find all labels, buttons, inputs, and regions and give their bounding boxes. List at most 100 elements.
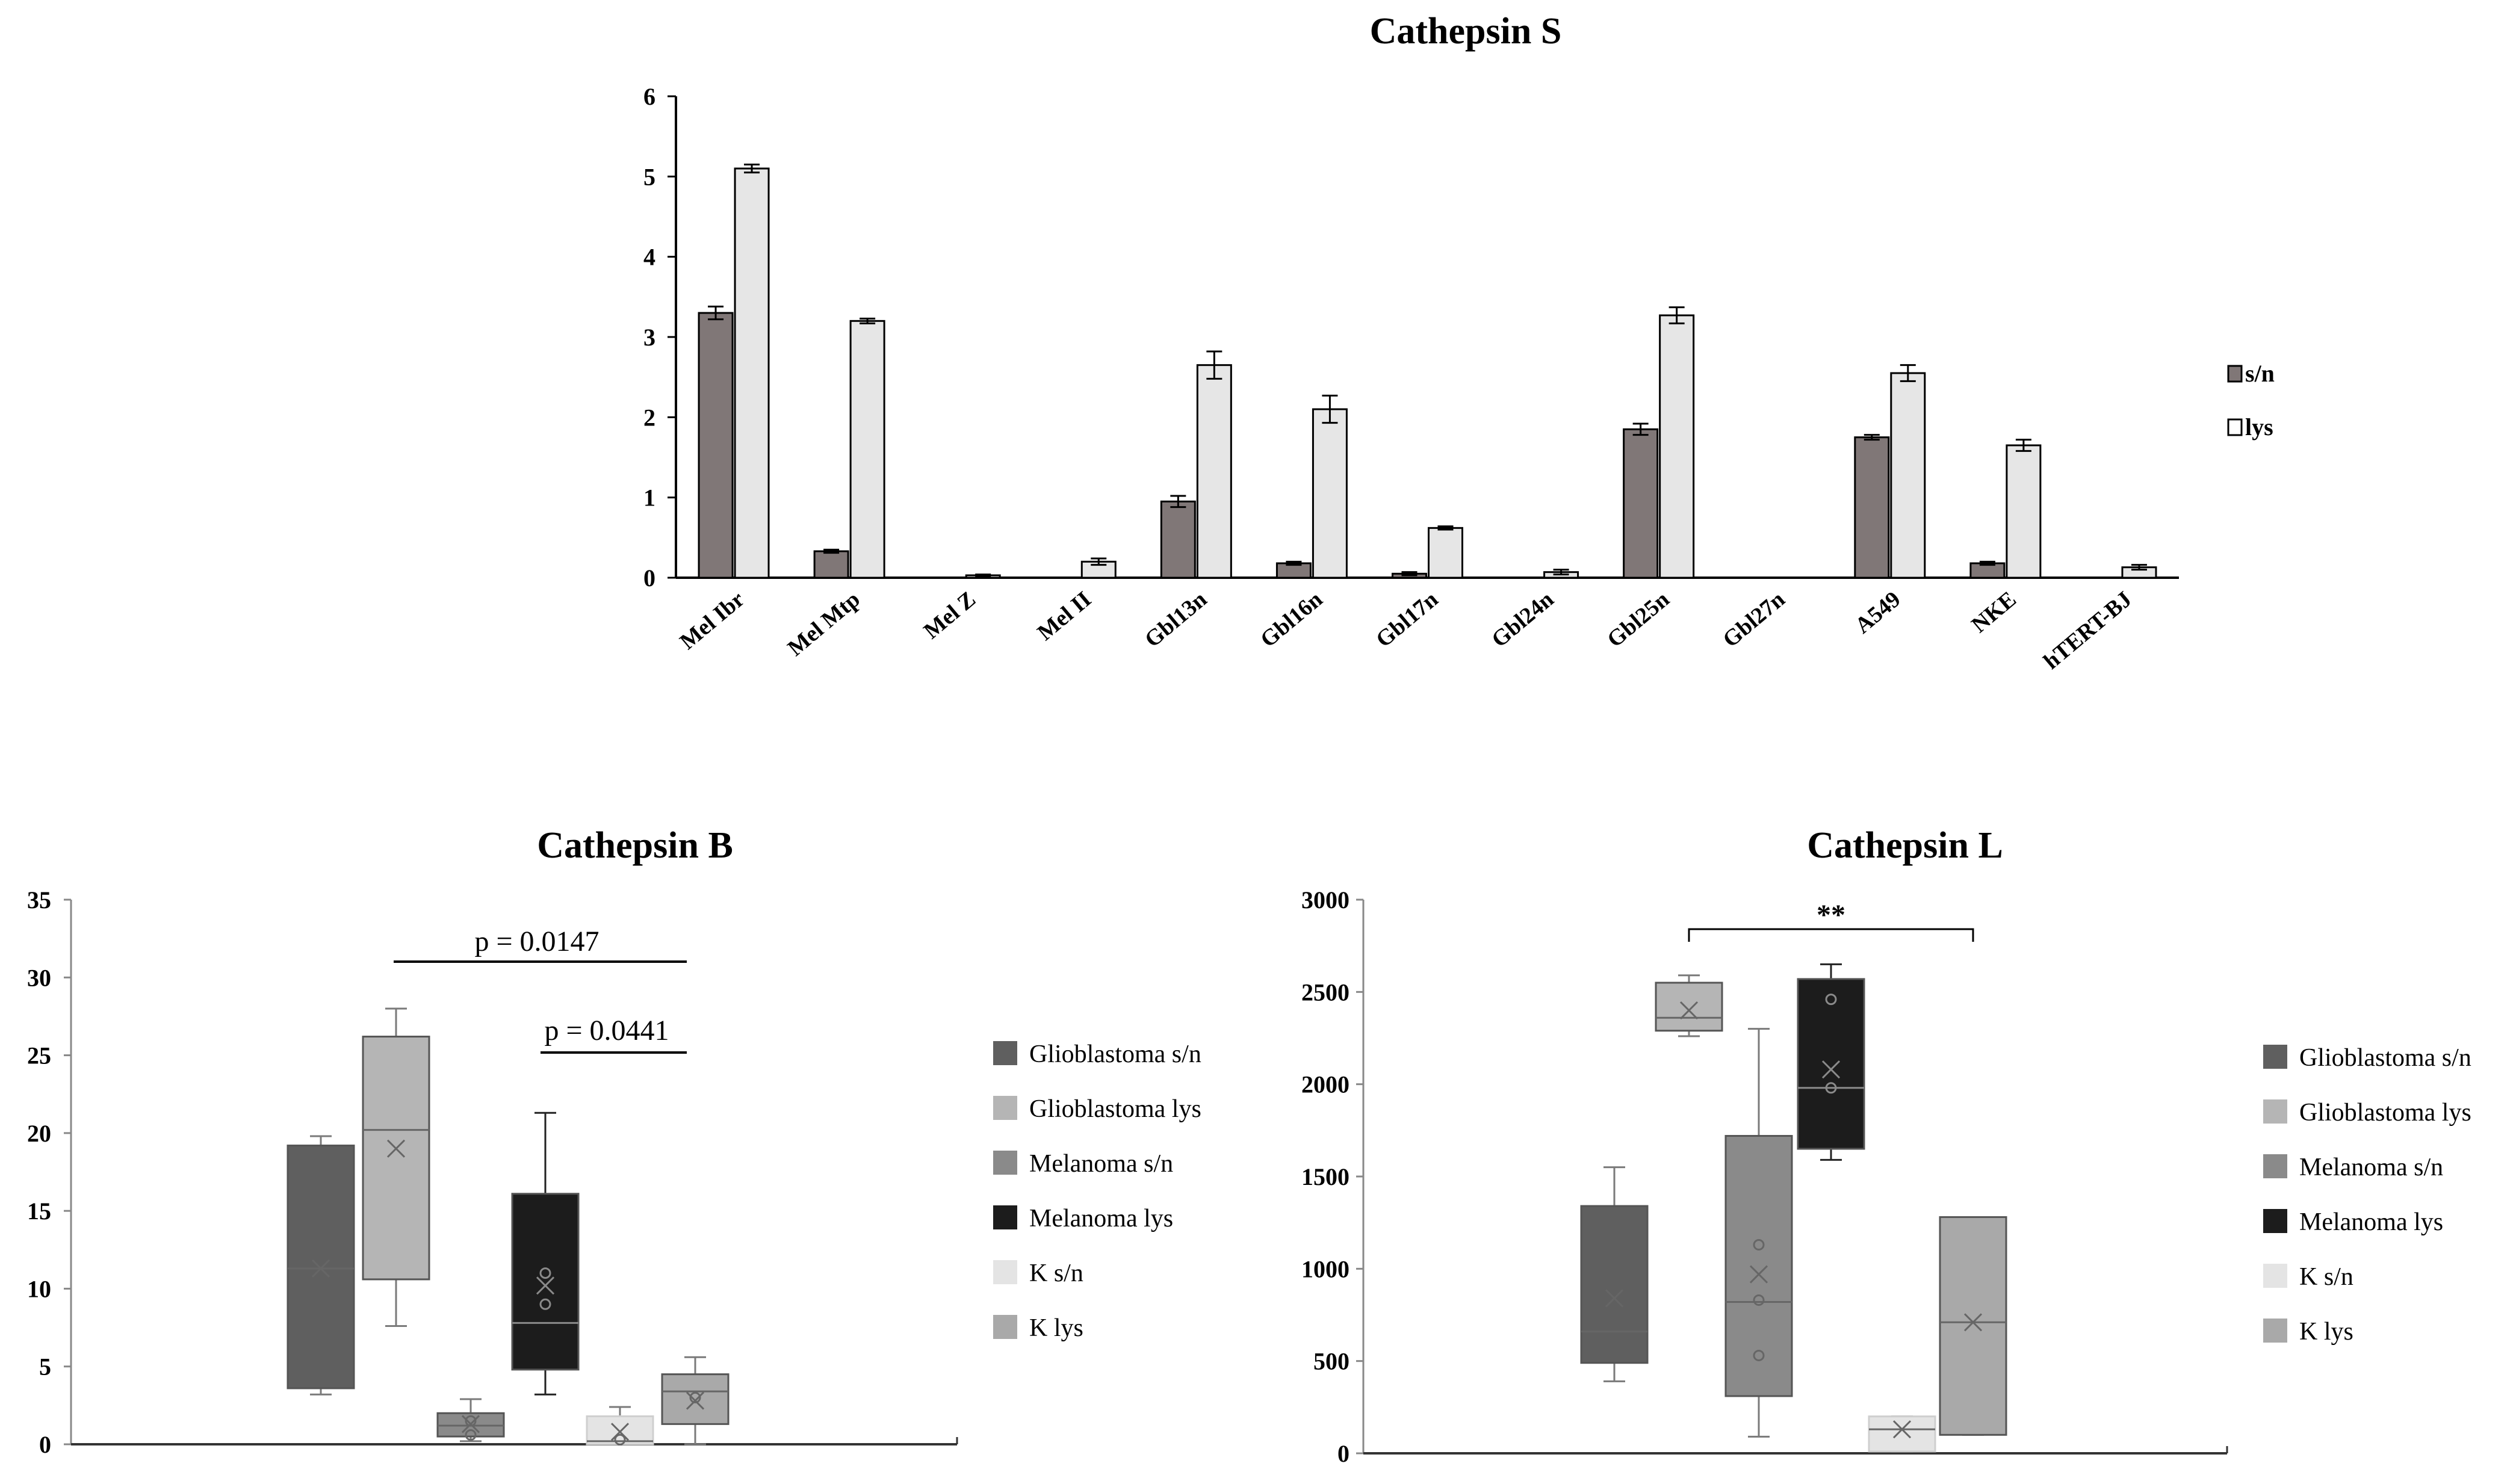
box-glioblastoma-lys	[1655, 982, 1723, 1032]
x-category-label: hTERT-BJ	[2039, 587, 2136, 675]
bar-lys-gbl16n	[1312, 408, 1348, 579]
box-melanoma-s-n	[1724, 1135, 1793, 1397]
significance-stars: **	[1817, 899, 1845, 931]
legend-swatch-melanoma-s-n	[993, 1151, 1017, 1175]
x-category-label: Mel Ibr	[675, 587, 749, 655]
mean-marker-glioblastoma-s-n	[311, 1259, 330, 1278]
data-point-k-lys	[689, 1391, 701, 1403]
p-value-label: p = 0.0147	[474, 926, 599, 957]
mean-marker-glioblastoma-lys	[386, 1139, 406, 1158]
y-tick-label: 2000	[1301, 1071, 1349, 1098]
y-tick-label: 4	[643, 244, 655, 271]
cathepsin-s-legend: s/n lys	[2227, 360, 2275, 441]
mean-marker-k-lys	[686, 1391, 705, 1410]
mean-marker-melanoma-s-n	[461, 1415, 480, 1433]
legend-swatch-k-s-n	[2263, 1264, 2287, 1288]
mean-marker-k-lys	[1963, 1313, 1983, 1332]
bar-sn-a549	[1854, 436, 1890, 579]
data-point-melanoma-lys	[1825, 1082, 1837, 1094]
legend-swatch-melanoma-lys	[993, 1205, 1017, 1229]
legend-label-glioblastoma-lys: Glioblastoma lys	[2299, 1099, 2471, 1127]
legend-swatch-melanoma-s-n	[2263, 1154, 2287, 1178]
x-category-label: A549	[1850, 587, 1906, 638]
legend-label-melanoma-s-n: Melanoma s/n	[2299, 1154, 2443, 1181]
y-tick-label: 3	[643, 324, 655, 351]
legend-swatch-glioblastoma-lys	[2263, 1099, 2287, 1124]
y-tick-label: 3000	[1301, 886, 1349, 914]
legend-swatch-lys	[2227, 418, 2243, 436]
legend-label-glioblastoma-s-n: Glioblastoma s/n	[1029, 1040, 1201, 1068]
bar-lys-gbl25n	[1659, 314, 1695, 579]
p-value-label: p = 0.0441	[544, 1015, 669, 1047]
data-point-melanoma-s-n	[465, 1415, 477, 1427]
legend-label-k-s-n: K s/n	[2299, 1263, 2353, 1291]
legend-swatch-glioblastoma-lys	[993, 1096, 1017, 1120]
cathepsin-b-title: Cathepsin B	[537, 825, 733, 866]
x-category-label: Gbl25n	[1602, 587, 1674, 653]
data-point-melanoma-s-n	[465, 1429, 477, 1441]
box-glioblastoma-s-n	[1580, 1205, 1649, 1364]
legend-swatch-melanoma-lys	[2263, 1209, 2287, 1233]
x-category-label: Gbl24n	[1487, 587, 1558, 653]
x-category-label: Mel II	[1033, 587, 1096, 646]
legend-swatch-k-lys	[993, 1315, 1017, 1339]
x-category-label: Mel Mtp	[783, 587, 865, 661]
y-tick-label: 1500	[1301, 1163, 1349, 1190]
legend-swatch-k-lys	[2263, 1319, 2287, 1343]
mean-marker-melanoma-s-n	[1749, 1265, 1768, 1284]
y-tick-label: 10	[27, 1275, 51, 1302]
y-tick-label: 2500	[1301, 979, 1349, 1006]
legend-label-glioblastoma-s-n: Glioblastoma s/n	[2299, 1044, 2471, 1072]
x-category-label: Gbl13n	[1140, 587, 1212, 653]
cathepsin-l-title: Cathepsin L	[1807, 825, 2003, 866]
legend-label-k-lys: K lys	[1029, 1314, 1083, 1342]
cathepsin-b-chart: Cathepsin B 0 5 10 15 20 25 30 35 p = 0.0147 p …	[27, 825, 1201, 1458]
legend-label-melanoma-s-n: Melanoma s/n	[1029, 1150, 1173, 1178]
box-k-s-n	[1868, 1415, 1936, 1453]
legend-label-k-lys: K lys	[2299, 1318, 2353, 1346]
mean-marker-k-s-n	[1892, 1420, 1912, 1439]
legend-label-sn: s/n	[2245, 360, 2275, 387]
legend-label-lys: lys	[2245, 413, 2273, 441]
y-tick-label: 25	[27, 1042, 51, 1069]
data-point-melanoma-s-n	[1753, 1238, 1765, 1251]
box-glioblastoma-s-n	[287, 1145, 355, 1390]
y-tick-label: 20	[27, 1120, 51, 1147]
mean-marker-k-s-n	[610, 1423, 630, 1441]
y-tick-label: 1000	[1301, 1255, 1349, 1282]
mean-marker-glioblastoma-lys	[1679, 1001, 1699, 1020]
y-tick-label: 35	[27, 886, 51, 914]
x-category-label: Mel Z	[919, 587, 981, 644]
box-k-s-n	[586, 1415, 654, 1445]
data-point-melanoma-lys	[539, 1298, 551, 1310]
x-category-label: Gbl27n	[1718, 587, 1789, 653]
bar-sn-gbl25n	[1623, 428, 1659, 579]
box-melanoma-lys	[511, 1193, 580, 1371]
box-glioblastoma-lys	[362, 1036, 430, 1281]
cathepsin-l-legend: Glioblastoma s/n Glioblastoma lys Melanoma…	[2263, 1044, 2471, 1346]
cathepsin-l-significance: **	[1688, 899, 1974, 942]
bar-sn-mel-ibr	[698, 312, 734, 579]
y-tick-label: 6	[643, 83, 655, 110]
legend-swatch-glioblastoma-s-n	[2263, 1045, 2287, 1069]
y-tick-label: 30	[27, 964, 51, 991]
box-k-lys	[1939, 1216, 2007, 1436]
data-point-melanoma-s-n	[1753, 1294, 1765, 1306]
mean-marker-glioblastoma-s-n	[1605, 1289, 1624, 1308]
bar-lys-a549	[1890, 372, 1926, 579]
bar-sn-mel-mtp	[813, 550, 849, 579]
mean-marker-melanoma-lys	[536, 1276, 555, 1295]
cathepsin-s-chart: Cathepsin S 0 1 2 3 4 5 6 Mel Ibr Mel Mtp Mel Z M…	[643, 11, 2275, 675]
legend-label-melanoma-lys: Melanoma lys	[1029, 1205, 1173, 1232]
data-point-melanoma-lys	[1825, 994, 1837, 1006]
data-point-melanoma-lys	[539, 1267, 551, 1279]
y-tick-label: 0	[1337, 1440, 1349, 1467]
x-category-label: Gbl17n	[1371, 587, 1443, 653]
legend-label-glioblastoma-lys: Glioblastoma lys	[1029, 1095, 1201, 1123]
bar-sn-gbl13n	[1160, 500, 1196, 579]
y-tick-label: 15	[27, 1198, 51, 1225]
data-point-k-s-n	[614, 1433, 626, 1445]
y-tick-label: 5	[643, 163, 655, 190]
legend-swatch-sn	[2227, 365, 2243, 383]
